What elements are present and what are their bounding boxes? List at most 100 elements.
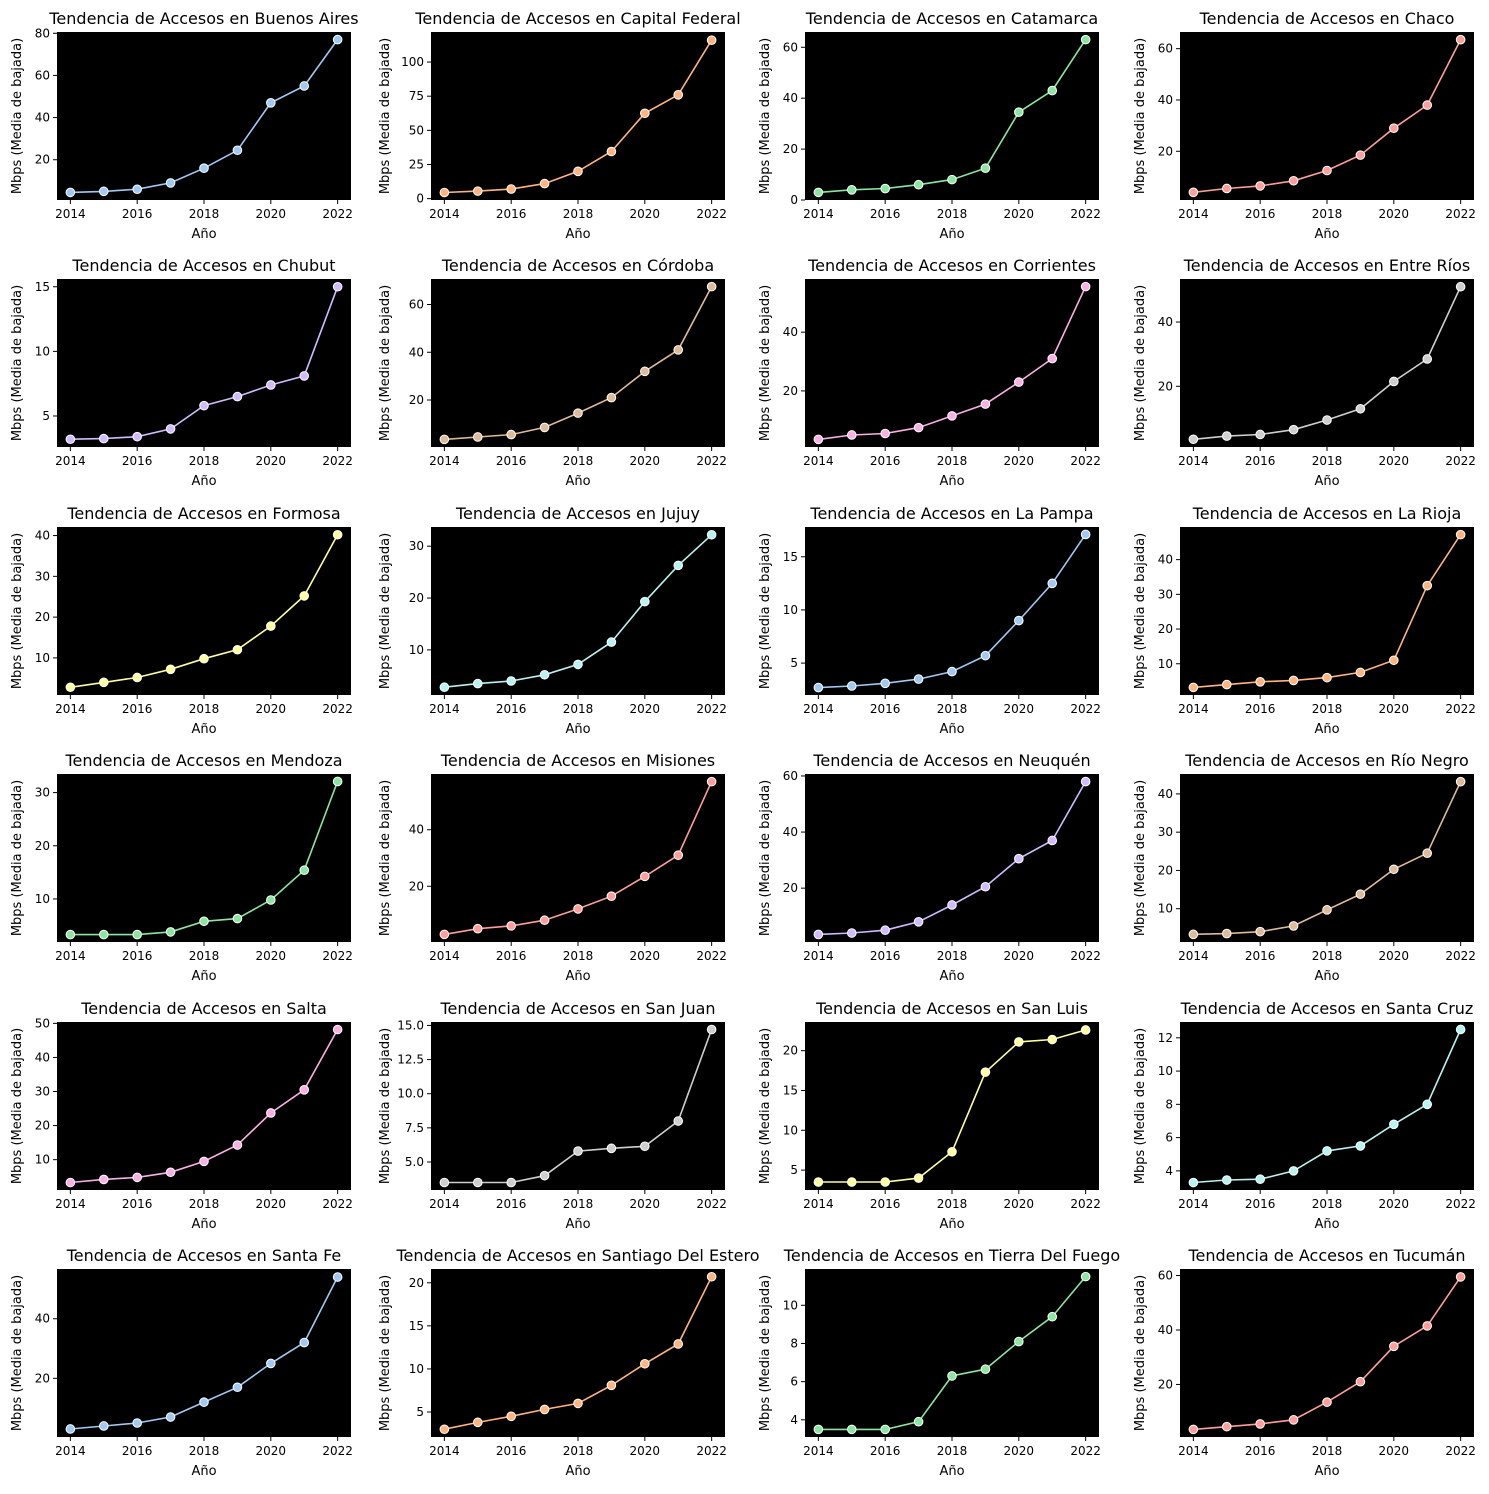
subplot-2: Tendencia de Accesos en Capital Federal 2… xyxy=(378,9,741,242)
x-tick-label: 2014 xyxy=(55,702,86,716)
plot-area xyxy=(805,32,1099,200)
x-tick-label: 2016 xyxy=(870,949,901,963)
x-tick-label: 2014 xyxy=(429,1197,460,1211)
y-axis-label: Mbps (Media de bajada) xyxy=(10,780,25,936)
x-tick-label: 2016 xyxy=(122,702,153,716)
x-axis-label: Año xyxy=(939,722,964,737)
data-point xyxy=(1014,377,1024,387)
y-tick-label: 100 xyxy=(401,55,424,69)
data-point xyxy=(332,281,343,292)
x-tick-label: 2016 xyxy=(870,702,901,716)
plot-area xyxy=(805,1269,1099,1437)
data-point xyxy=(1389,1119,1399,1130)
plot-area xyxy=(431,527,725,695)
data-point xyxy=(1422,354,1433,364)
y-tick-label: 5 xyxy=(416,1405,424,1419)
data-point xyxy=(813,187,824,198)
subplot-14: Tendencia de Accesos en Misiones 2014 2016… xyxy=(378,751,727,984)
x-tick-label: 2022 xyxy=(322,1197,353,1211)
data-point xyxy=(539,422,550,433)
x-tick-label: 2016 xyxy=(496,949,527,963)
data-point xyxy=(947,900,957,910)
x-tick-label: 2018 xyxy=(1312,454,1343,468)
x-axis-label: Año xyxy=(565,1464,590,1479)
x-axis-label: Año xyxy=(191,722,216,737)
data-point xyxy=(673,560,684,571)
data-point xyxy=(1255,677,1265,687)
y-tick-label: 15 xyxy=(783,550,798,564)
x-tick-label: 2014 xyxy=(803,702,834,716)
x-tick-label: 2022 xyxy=(1070,949,1101,963)
plot-area xyxy=(57,1269,351,1437)
data-point xyxy=(539,669,550,680)
data-point xyxy=(880,1177,890,1187)
y-tick-label: 40 xyxy=(409,823,424,837)
data-point xyxy=(472,678,483,689)
x-tick-label: 2018 xyxy=(937,1444,968,1458)
x-tick-label: 2018 xyxy=(1312,1444,1343,1458)
x-tick-label: 2022 xyxy=(322,702,353,716)
chart-title: Tendencia de Accesos en Jujuy xyxy=(455,504,700,523)
data-point xyxy=(1288,1415,1299,1425)
y-axis-label: Mbps (Media de bajada) xyxy=(1133,1275,1148,1431)
x-tick-label: 2020 xyxy=(1379,949,1410,963)
data-point xyxy=(573,1398,583,1409)
data-point xyxy=(980,1364,991,1375)
x-tick-label: 2018 xyxy=(937,702,968,716)
y-tick-label: 10 xyxy=(1158,902,1173,916)
data-point xyxy=(266,895,276,905)
data-point xyxy=(472,1177,483,1188)
data-point xyxy=(299,591,310,601)
x-tick-label: 2022 xyxy=(696,1197,727,1211)
data-point xyxy=(947,411,957,421)
data-point xyxy=(813,682,824,693)
y-tick-label: 15.0 xyxy=(397,1018,424,1032)
y-tick-label: 40 xyxy=(35,1312,50,1326)
y-tick-label: 40 xyxy=(783,325,798,339)
data-point xyxy=(199,1397,209,1407)
x-tick-label: 2022 xyxy=(696,702,727,716)
y-tick-label: 20 xyxy=(409,879,424,893)
y-tick-label: 75 xyxy=(409,89,424,103)
x-axis-label: Año xyxy=(1314,227,1339,242)
y-axis-label: Mbps (Media de bajada) xyxy=(758,38,773,194)
y-tick-label: 20 xyxy=(35,153,50,167)
y-axis-label: Mbps (Media de bajada) xyxy=(378,285,393,441)
data-point xyxy=(132,431,142,442)
x-axis-label: Año xyxy=(939,227,964,242)
x-tick-label: 2014 xyxy=(429,207,460,221)
plot-area xyxy=(1180,1269,1474,1437)
data-point xyxy=(165,927,176,937)
data-point xyxy=(1455,1272,1466,1282)
plot-area xyxy=(57,774,351,942)
data-point xyxy=(846,185,857,195)
data-point xyxy=(1455,281,1466,292)
data-point xyxy=(1014,107,1024,117)
chart-title: Tendencia de Accesos en Santa Fe xyxy=(66,1246,342,1265)
data-point xyxy=(1455,529,1466,540)
y-axis-label: Mbps (Media de bajada) xyxy=(378,533,393,689)
x-tick-label: 2022 xyxy=(322,1444,353,1458)
data-point xyxy=(606,392,617,403)
x-tick-label: 2022 xyxy=(1070,1197,1101,1211)
subplot-23: Tendencia de Accesos en Tierra Del Fuego… xyxy=(758,1246,1120,1479)
x-tick-label: 2020 xyxy=(256,1444,287,1458)
chart-title: Tendencia de Accesos en Corrientes xyxy=(807,256,1096,275)
data-point xyxy=(1080,776,1091,787)
x-tick-label: 2022 xyxy=(696,949,727,963)
data-point xyxy=(1014,1336,1024,1347)
x-tick-label: 2020 xyxy=(1379,702,1410,716)
data-point xyxy=(1389,123,1399,133)
data-point xyxy=(640,596,650,607)
chart-title: Tendencia de Accesos en Formosa xyxy=(66,504,340,523)
x-tick-label: 2018 xyxy=(189,1197,220,1211)
data-point xyxy=(1047,353,1058,364)
data-point xyxy=(1188,187,1199,198)
x-tick-label: 2022 xyxy=(1070,702,1101,716)
data-point xyxy=(1188,682,1199,693)
subplot-1: Tendencia de Accesos en Buenos Aires 2014… xyxy=(10,9,359,242)
x-tick-label: 2022 xyxy=(1445,207,1476,221)
data-point xyxy=(640,1141,650,1152)
data-point xyxy=(1322,1397,1332,1407)
subplot-12: Tendencia de Accesos en La Rioja 2014 2016… xyxy=(1133,504,1476,737)
